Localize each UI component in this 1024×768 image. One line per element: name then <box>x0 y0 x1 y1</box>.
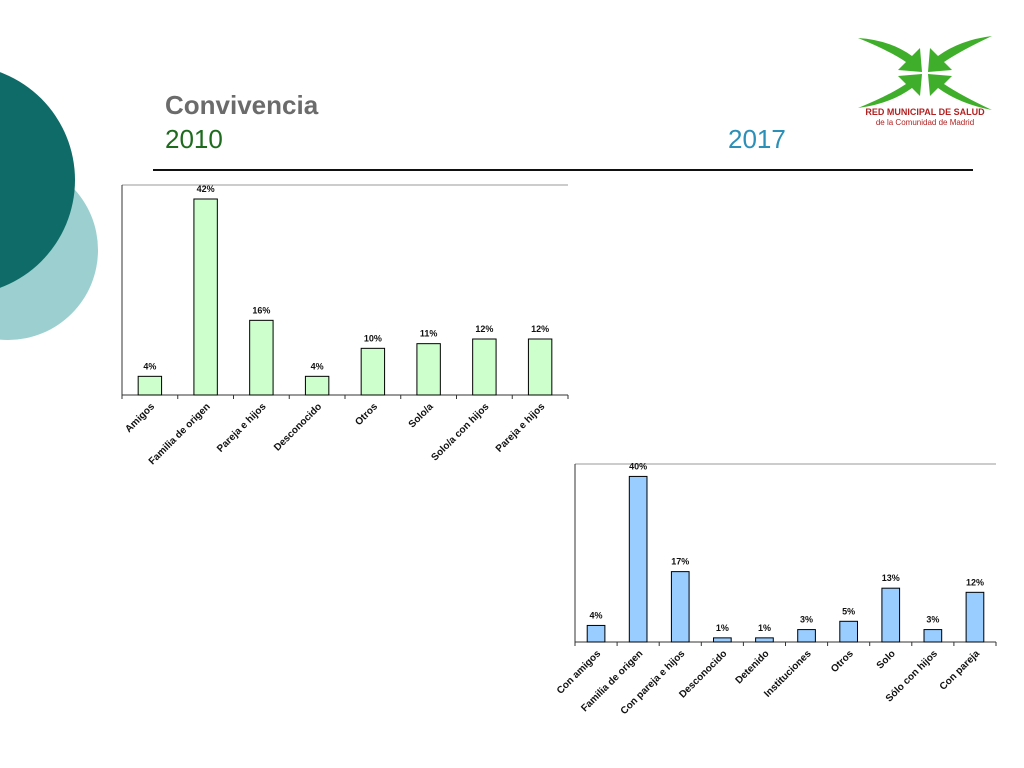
bar-9 <box>923 629 943 643</box>
bar-7 <box>839 620 858 643</box>
category-label: Familia de origen <box>147 401 213 467</box>
data-label: 4% <box>311 361 324 371</box>
bar-2 <box>193 198 218 396</box>
category-label: Con pareja <box>938 648 983 693</box>
category-label: Detenido <box>734 648 772 686</box>
bar-10 <box>965 591 985 643</box>
bar-8 <box>881 587 901 643</box>
data-label: 3% <box>926 615 939 625</box>
bar-2 <box>628 475 648 643</box>
data-label: 11% <box>420 329 438 339</box>
category-label: Amigos <box>123 401 157 435</box>
year-2017-label: 2017 <box>728 124 786 154</box>
data-label: 4% <box>143 361 156 371</box>
bar-7 <box>472 338 497 396</box>
bar-4 <box>713 637 732 643</box>
category-label: Otros <box>829 648 856 675</box>
page-title: Convivencia <box>165 90 319 120</box>
data-label: 1% <box>716 623 729 633</box>
chart-2010: 4% Amigos 42% Familia de origen 16% Pareja e … <box>121 184 569 467</box>
data-label: 4% <box>590 610 603 620</box>
category-label: Pareja e hijos <box>215 401 269 455</box>
year-2010-label: 2010 <box>165 124 223 154</box>
red-municipal-logo-icon <box>858 36 992 110</box>
bar-8 <box>527 338 553 396</box>
bar-6 <box>416 343 441 396</box>
data-label: 10% <box>364 333 382 343</box>
category-label: Pareja e hijos <box>494 401 548 455</box>
category-label: Solo <box>875 648 898 671</box>
data-label: 42% <box>197 184 215 194</box>
data-label: 40% <box>629 461 647 471</box>
logo-text-line1: RED MUNICIPAL DE SALUD <box>865 107 985 117</box>
bar-3 <box>249 319 274 396</box>
data-label: 16% <box>252 305 270 315</box>
data-label: 13% <box>882 573 900 583</box>
logo-text-line2: de la Comunidad de Madrid <box>875 118 975 127</box>
category-label: Solo/a <box>407 401 436 430</box>
category-label: Otros <box>353 401 380 428</box>
data-label: 12% <box>966 577 984 587</box>
bar-5 <box>755 637 774 643</box>
data-label: 1% <box>758 623 771 633</box>
data-label: 5% <box>842 606 855 616</box>
data-label: 12% <box>531 324 549 334</box>
bar-1 <box>586 624 606 643</box>
bar-6 <box>797 629 816 643</box>
bar-3 <box>670 571 690 643</box>
bar-1 <box>137 375 163 396</box>
category-label: Desconocido <box>272 401 324 453</box>
title-divider <box>153 169 973 171</box>
category-label: Solo/a con hijos <box>429 401 491 463</box>
bar-5 <box>360 347 386 396</box>
data-label: 17% <box>671 557 689 567</box>
data-label: 3% <box>800 615 813 625</box>
bar-4 <box>304 375 330 396</box>
decorative-circles <box>0 72 98 340</box>
data-label: 12% <box>475 324 493 334</box>
